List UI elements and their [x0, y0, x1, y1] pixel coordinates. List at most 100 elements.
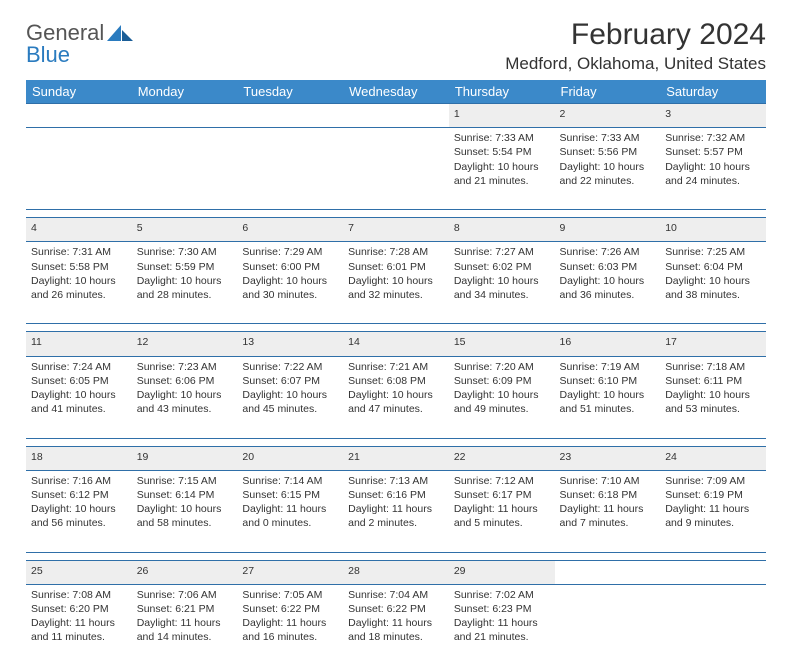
daylight-line: Daylight: 11 hours and 7 minutes.: [560, 502, 656, 530]
daylight-line: Daylight: 11 hours and 2 minutes.: [348, 502, 444, 530]
daynum-row: 11121314151617: [26, 332, 766, 356]
sunrise-line: Sunrise: 7:05 AM: [242, 588, 338, 602]
day-cell: [343, 128, 449, 210]
day-cell: Sunrise: 7:27 AMSunset: 6:02 PMDaylight:…: [449, 242, 555, 324]
sunrise-line: Sunrise: 7:25 AM: [665, 245, 761, 259]
sunset-line: Sunset: 6:12 PM: [31, 488, 127, 502]
gap-row: [26, 552, 766, 560]
sunset-line: Sunset: 6:19 PM: [665, 488, 761, 502]
sunrise-line: Sunrise: 7:22 AM: [242, 360, 338, 374]
day-number-cell: [237, 104, 343, 128]
daylight-line: Daylight: 10 hours and 32 minutes.: [348, 274, 444, 302]
day-number-cell: [26, 104, 132, 128]
gap-row: [26, 438, 766, 446]
sunset-line: Sunset: 6:03 PM: [560, 260, 656, 274]
day-cell: Sunrise: 7:10 AMSunset: 6:18 PMDaylight:…: [555, 470, 661, 552]
day-cell: [132, 128, 238, 210]
sunset-line: Sunset: 6:14 PM: [137, 488, 233, 502]
day-cell: Sunrise: 7:32 AMSunset: 5:57 PMDaylight:…: [660, 128, 766, 210]
sunrise-line: Sunrise: 7:21 AM: [348, 360, 444, 374]
sunrise-line: Sunrise: 7:02 AM: [454, 588, 550, 602]
daylight-line: Daylight: 11 hours and 18 minutes.: [348, 616, 444, 644]
day-number-cell: [132, 104, 238, 128]
day-cell: [26, 128, 132, 210]
daynum-row: 2526272829: [26, 560, 766, 584]
day-cell: Sunrise: 7:04 AMSunset: 6:22 PMDaylight:…: [343, 584, 449, 670]
weekday-header: Friday: [555, 80, 661, 104]
daylight-line: Daylight: 10 hours and 53 minutes.: [665, 388, 761, 416]
day-number-cell: 13: [237, 332, 343, 356]
daylight-line: Daylight: 10 hours and 51 minutes.: [560, 388, 656, 416]
day-number-cell: 20: [237, 446, 343, 470]
daylight-line: Daylight: 10 hours and 43 minutes.: [137, 388, 233, 416]
weekday-header: Monday: [132, 80, 238, 104]
calendar-table: Sunday Monday Tuesday Wednesday Thursday…: [26, 80, 766, 670]
day-number-cell: 21: [343, 446, 449, 470]
sunrise-line: Sunrise: 7:29 AM: [242, 245, 338, 259]
daylight-line: Daylight: 10 hours and 56 minutes.: [31, 502, 127, 530]
daylight-line: Daylight: 10 hours and 22 minutes.: [560, 160, 656, 188]
day-number-cell: 24: [660, 446, 766, 470]
daylight-line: Daylight: 10 hours and 38 minutes.: [665, 274, 761, 302]
day-cell: Sunrise: 7:09 AMSunset: 6:19 PMDaylight:…: [660, 470, 766, 552]
day-number-cell: 2: [555, 104, 661, 128]
day-cell: Sunrise: 7:19 AMSunset: 6:10 PMDaylight:…: [555, 356, 661, 438]
sunset-line: Sunset: 5:57 PM: [665, 145, 761, 159]
daylight-line: Daylight: 11 hours and 21 minutes.: [454, 616, 550, 644]
sunrise-line: Sunrise: 7:18 AM: [665, 360, 761, 374]
sunrise-line: Sunrise: 7:09 AM: [665, 474, 761, 488]
sunset-line: Sunset: 6:02 PM: [454, 260, 550, 274]
daynum-row: 123: [26, 104, 766, 128]
sunset-line: Sunset: 6:06 PM: [137, 374, 233, 388]
daylight-line: Daylight: 11 hours and 0 minutes.: [242, 502, 338, 530]
day-number-cell: 25: [26, 560, 132, 584]
day-cell: Sunrise: 7:08 AMSunset: 6:20 PMDaylight:…: [26, 584, 132, 670]
day-cell: [660, 584, 766, 670]
day-cell: Sunrise: 7:26 AMSunset: 6:03 PMDaylight:…: [555, 242, 661, 324]
weekday-header: Tuesday: [237, 80, 343, 104]
sunrise-line: Sunrise: 7:04 AM: [348, 588, 444, 602]
day-number-cell: 10: [660, 218, 766, 242]
day-cell: Sunrise: 7:15 AMSunset: 6:14 PMDaylight:…: [132, 470, 238, 552]
sunrise-line: Sunrise: 7:33 AM: [454, 131, 550, 145]
sunset-line: Sunset: 5:54 PM: [454, 145, 550, 159]
day-cell: Sunrise: 7:28 AMSunset: 6:01 PMDaylight:…: [343, 242, 449, 324]
day-number-cell: 14: [343, 332, 449, 356]
logo: General Blue: [26, 18, 133, 66]
sunrise-line: Sunrise: 7:27 AM: [454, 245, 550, 259]
daylight-line: Daylight: 10 hours and 49 minutes.: [454, 388, 550, 416]
weekday-header: Saturday: [660, 80, 766, 104]
sunrise-line: Sunrise: 7:10 AM: [560, 474, 656, 488]
day-number-cell: 19: [132, 446, 238, 470]
sunset-line: Sunset: 6:23 PM: [454, 602, 550, 616]
day-cell: Sunrise: 7:33 AMSunset: 5:56 PMDaylight:…: [555, 128, 661, 210]
location: Medford, Oklahoma, United States: [505, 54, 766, 74]
day-cell: Sunrise: 7:02 AMSunset: 6:23 PMDaylight:…: [449, 584, 555, 670]
day-cell: Sunrise: 7:30 AMSunset: 5:59 PMDaylight:…: [132, 242, 238, 324]
daylight-line: Daylight: 11 hours and 9 minutes.: [665, 502, 761, 530]
day-number-cell: 27: [237, 560, 343, 584]
sunrise-line: Sunrise: 7:26 AM: [560, 245, 656, 259]
sunrise-line: Sunrise: 7:08 AM: [31, 588, 127, 602]
daylight-line: Daylight: 10 hours and 34 minutes.: [454, 274, 550, 302]
day-number-cell: [343, 104, 449, 128]
day-number-cell: 11: [26, 332, 132, 356]
daylight-line: Daylight: 10 hours and 24 minutes.: [665, 160, 761, 188]
sunset-line: Sunset: 5:59 PM: [137, 260, 233, 274]
day-number-cell: 9: [555, 218, 661, 242]
sunrise-line: Sunrise: 7:33 AM: [560, 131, 656, 145]
daylight-line: Daylight: 10 hours and 28 minutes.: [137, 274, 233, 302]
daylight-line: Daylight: 11 hours and 16 minutes.: [242, 616, 338, 644]
day-cell: Sunrise: 7:12 AMSunset: 6:17 PMDaylight:…: [449, 470, 555, 552]
day-number-cell: 4: [26, 218, 132, 242]
sunrise-line: Sunrise: 7:15 AM: [137, 474, 233, 488]
daynum-row: 18192021222324: [26, 446, 766, 470]
day-number-cell: 18: [26, 446, 132, 470]
daylight-line: Daylight: 10 hours and 47 minutes.: [348, 388, 444, 416]
day-number-cell: 28: [343, 560, 449, 584]
sunrise-line: Sunrise: 7:19 AM: [560, 360, 656, 374]
day-cell: Sunrise: 7:21 AMSunset: 6:08 PMDaylight:…: [343, 356, 449, 438]
day-cell: Sunrise: 7:24 AMSunset: 6:05 PMDaylight:…: [26, 356, 132, 438]
day-number-cell: 17: [660, 332, 766, 356]
day-number-cell: 8: [449, 218, 555, 242]
